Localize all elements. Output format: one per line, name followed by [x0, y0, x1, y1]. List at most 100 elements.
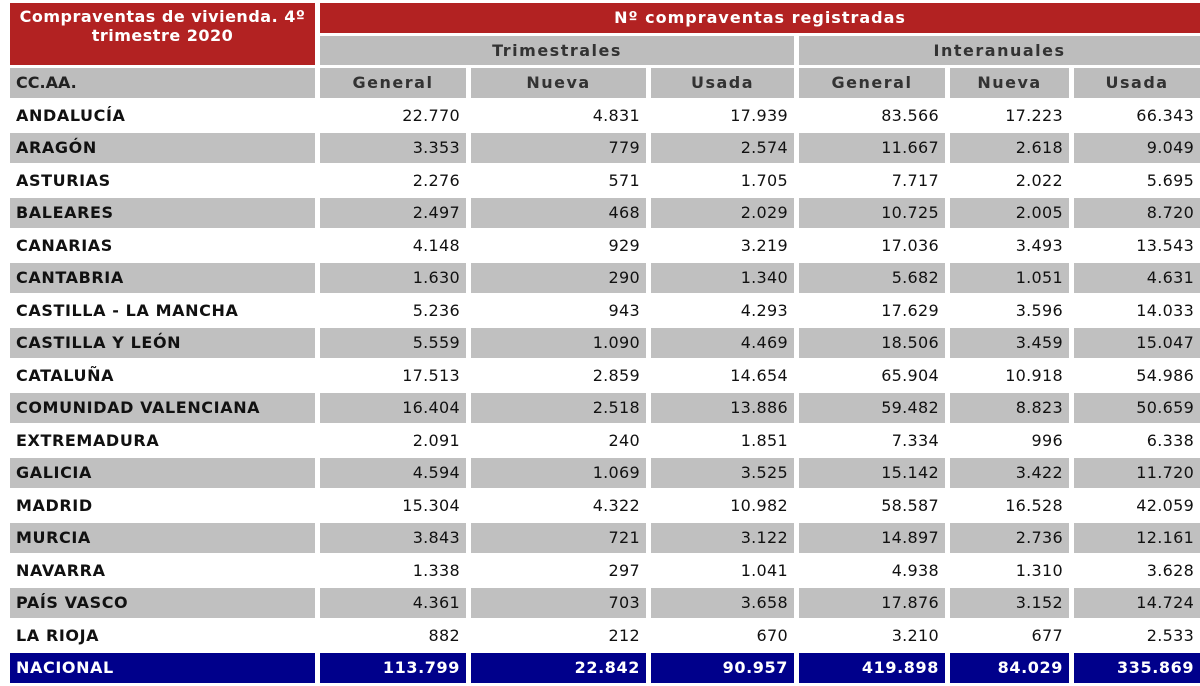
value-cell: 2.859: [471, 360, 646, 390]
region-name: GALICIA: [10, 458, 315, 488]
value-cell: 58.587: [799, 490, 945, 520]
value-cell: 17.876: [799, 588, 945, 618]
value-cell: 66.343: [1074, 100, 1200, 130]
column-header: General: [320, 68, 466, 98]
value-cell: 2.022: [950, 165, 1069, 195]
value-cell: 996: [950, 425, 1069, 455]
value-cell: 2.497: [320, 198, 466, 228]
region-name: LA RIOJA: [10, 620, 315, 650]
value-cell: 703: [471, 588, 646, 618]
region-name: CATALUÑA: [10, 360, 315, 390]
value-cell: 240: [471, 425, 646, 455]
value-cell: 3.628: [1074, 555, 1200, 585]
value-cell: 6.338: [1074, 425, 1200, 455]
value-cell: 297: [471, 555, 646, 585]
value-cell: 3.459: [950, 328, 1069, 358]
total-cell: 335.869: [1074, 653, 1200, 683]
value-cell: 13.886: [651, 393, 794, 423]
value-cell: 290: [471, 263, 646, 293]
column-header: Nueva: [471, 68, 646, 98]
value-cell: 59.482: [799, 393, 945, 423]
value-cell: 1.340: [651, 263, 794, 293]
value-cell: 5.559: [320, 328, 466, 358]
table-body: ANDALUCÍA 22.770 4.831 17.939 83.566 17.223 66…: [10, 100, 1200, 650]
value-cell: 7.717: [799, 165, 945, 195]
value-cell: 3.152: [950, 588, 1069, 618]
total-cell: 22.842: [471, 653, 646, 683]
value-cell: 5.695: [1074, 165, 1200, 195]
table-row: BALEARES 2.497 468 2.029 10.725 2.005 8.720: [10, 198, 1200, 228]
value-cell: 1.310: [950, 555, 1069, 585]
total-label: NACIONAL: [10, 653, 315, 683]
region-column-header: CC.AA.: [10, 68, 315, 98]
value-cell: 17.939: [651, 100, 794, 130]
value-cell: 2.029: [651, 198, 794, 228]
table-row: EXTREMADURA 2.091 240 1.851 7.334 996 6.338: [10, 425, 1200, 455]
value-cell: 882: [320, 620, 466, 650]
value-cell: 3.843: [320, 523, 466, 553]
region-name: PAÍS VASCO: [10, 588, 315, 618]
main-header: Nº compraventas registradas: [320, 3, 1200, 33]
value-cell: 779: [471, 133, 646, 163]
value-cell: 17.223: [950, 100, 1069, 130]
column-header: General: [799, 68, 945, 98]
table-row: LA RIOJA 882 212 670 3.210 677 2.533: [10, 620, 1200, 650]
value-cell: 2.574: [651, 133, 794, 163]
value-cell: 15.142: [799, 458, 945, 488]
value-cell: 1.041: [651, 555, 794, 585]
total-cell: 419.898: [799, 653, 945, 683]
total-cell: 113.799: [320, 653, 466, 683]
region-name: CANARIAS: [10, 230, 315, 260]
value-cell: 3.219: [651, 230, 794, 260]
value-cell: 15.047: [1074, 328, 1200, 358]
table-row: MURCIA 3.843 721 3.122 14.897 2.736 12.161: [10, 523, 1200, 553]
value-cell: 1.630: [320, 263, 466, 293]
table-row: NAVARRA 1.338 297 1.041 4.938 1.310 3.628: [10, 555, 1200, 585]
total-cell: 90.957: [651, 653, 794, 683]
value-cell: 2.091: [320, 425, 466, 455]
value-cell: 2.276: [320, 165, 466, 195]
value-cell: 571: [471, 165, 646, 195]
table-row: CASTILLA Y LEÓN 5.559 1.090 4.469 18.506 3.45…: [10, 328, 1200, 358]
value-cell: 8.823: [950, 393, 1069, 423]
value-cell: 3.210: [799, 620, 945, 650]
value-cell: 1.851: [651, 425, 794, 455]
value-cell: 22.770: [320, 100, 466, 130]
region-name: CASTILLA - LA MANCHA: [10, 295, 315, 325]
value-cell: 4.293: [651, 295, 794, 325]
region-name: CANTABRIA: [10, 263, 315, 293]
value-cell: 10.918: [950, 360, 1069, 390]
value-cell: 17.513: [320, 360, 466, 390]
table-row: ASTURIAS 2.276 571 1.705 7.717 2.022 5.695: [10, 165, 1200, 195]
value-cell: 721: [471, 523, 646, 553]
value-cell: 1.069: [471, 458, 646, 488]
table-title: Compraventas de vivienda. 4º trimestre 2…: [10, 3, 315, 65]
value-cell: 4.594: [320, 458, 466, 488]
table-row: CANTABRIA 1.630 290 1.340 5.682 1.051 4.631: [10, 263, 1200, 293]
value-cell: 1.705: [651, 165, 794, 195]
value-cell: 1.051: [950, 263, 1069, 293]
value-cell: 10.725: [799, 198, 945, 228]
value-cell: 2.518: [471, 393, 646, 423]
value-cell: 677: [950, 620, 1069, 650]
value-cell: 468: [471, 198, 646, 228]
value-cell: 18.506: [799, 328, 945, 358]
value-cell: 3.353: [320, 133, 466, 163]
table-row: ARAGÓN 3.353 779 2.574 11.667 2.618 9.049: [10, 133, 1200, 163]
value-cell: 11.667: [799, 133, 945, 163]
region-name: EXTREMADURA: [10, 425, 315, 455]
value-cell: 3.658: [651, 588, 794, 618]
value-cell: 13.543: [1074, 230, 1200, 260]
column-header: Nueva: [950, 68, 1069, 98]
total-row: NACIONAL 113.799 22.842 90.957 419.898 8…: [10, 653, 1200, 683]
value-cell: 943: [471, 295, 646, 325]
value-cell: 2.005: [950, 198, 1069, 228]
region-name: MURCIA: [10, 523, 315, 553]
value-cell: 4.361: [320, 588, 466, 618]
value-cell: 83.566: [799, 100, 945, 130]
value-cell: 65.904: [799, 360, 945, 390]
value-cell: 670: [651, 620, 794, 650]
value-cell: 1.090: [471, 328, 646, 358]
table-row: PAÍS VASCO 4.361 703 3.658 17.876 3.152 14.724: [10, 588, 1200, 618]
value-cell: 3.122: [651, 523, 794, 553]
